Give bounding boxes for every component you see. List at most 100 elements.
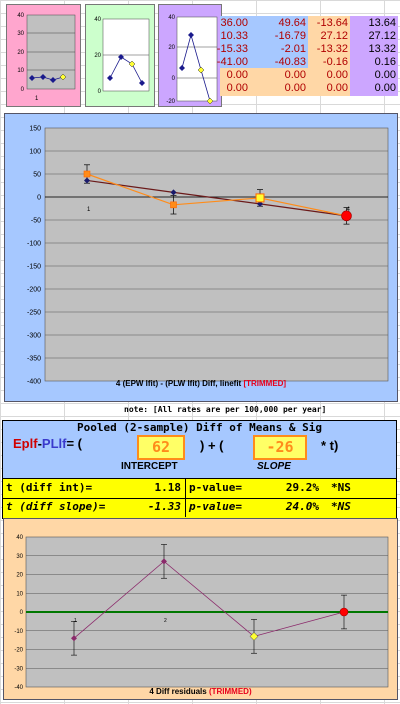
mini2-ytick: 20: [94, 53, 101, 59]
table-cell: 0.00: [284, 82, 306, 94]
stats-p: 29.2%: [285, 481, 319, 494]
mini1-ytick: 20: [17, 50, 24, 56]
table-cell: 0.00: [226, 69, 248, 81]
mini2-ytick: 40: [94, 17, 101, 23]
table-cell: 27.12: [368, 30, 396, 42]
table-cell: -2.01: [280, 43, 306, 55]
y-tick-label: 10: [16, 591, 23, 597]
mini-chart-2[interactable]: 40 20 0: [85, 4, 155, 107]
point-marker: [84, 177, 90, 184]
mini-chart-1[interactable]: 40 30 20 10 0 1: [6, 4, 81, 107]
y-tick-label: 30: [16, 554, 23, 560]
mini1-ytick: 30: [17, 31, 24, 37]
residual-chart-title: 4 Diff residuals (TRIMMED): [149, 687, 252, 696]
table-cell: -15.33: [216, 43, 248, 55]
intercept-value: 62: [137, 435, 185, 460]
y-tick-label: -50: [31, 218, 41, 225]
mini3-ytick: 0: [172, 76, 176, 82]
table-cell: 27.12: [320, 30, 348, 42]
y-tick-label: 0: [20, 610, 24, 616]
equation-label: Eplf-PLlf= (: [13, 436, 83, 451]
trimmed-tag: [TRIMMED]: [243, 379, 287, 388]
table-cell: 0.00: [326, 82, 348, 94]
y-tick-label: 100: [29, 149, 41, 156]
table-cell: 0.00: [226, 82, 248, 94]
main-chart-title: 4 (EPW lfit) - (PLW lfit) Diff, linefit …: [115, 379, 287, 388]
stats-row: t (diff slope)= -1.33 p-value= 24.0% *NS: [3, 498, 396, 517]
y-tick-label: -400: [27, 379, 41, 386]
table-cell: -0.16: [322, 56, 348, 68]
mini1-ytick: 10: [17, 68, 24, 74]
mini3-ytick: -20: [166, 99, 175, 105]
x-tick-label: 1: [74, 618, 77, 624]
table-cell: 0.16: [374, 56, 396, 68]
mini3-ytick: 40: [168, 15, 175, 21]
series-line-1: [86, 179, 347, 217]
point-marker: [249, 632, 259, 641]
y-tick-label: 0: [37, 195, 41, 202]
stats-sig: *NS: [331, 481, 351, 494]
table-cell: 0.00: [374, 82, 396, 94]
point-marker: [170, 189, 177, 196]
pooled-box: Pooled (2-sample) Diff of Means & Sig Ep…: [2, 420, 397, 479]
table-cell: -13.32: [316, 43, 348, 55]
point-marker: [161, 558, 167, 565]
table-cell: 49.64: [278, 17, 306, 29]
stats-row: t (diff int)= 1.18 p-value= 29.2% *NS: [3, 479, 396, 499]
residual-line: [73, 560, 345, 639]
stats-plabel: p-value=: [189, 481, 242, 494]
table-cell: -40.83: [274, 56, 306, 68]
x-tick-label: 1: [87, 207, 91, 213]
stats-plabel: p-value=: [189, 500, 242, 513]
table-cell: -16.79: [274, 30, 306, 42]
point-marker: [83, 170, 91, 178]
stats-box: t (diff int)= 1.18 p-value= 29.2% *NS t (diff…: [2, 478, 397, 519]
stats-label: t (diff int)=: [6, 481, 93, 494]
x-tick-label: 2: [164, 618, 167, 624]
y-tick-label: -40: [14, 685, 23, 691]
point-marker: [255, 193, 265, 203]
stats-label: t (diff slope)=: [6, 500, 106, 513]
table-cell: 0.00: [284, 69, 306, 81]
mini3-ytick: 20: [168, 45, 175, 51]
y-tick-label: 50: [33, 172, 41, 179]
table-cell: 10.33: [220, 30, 248, 42]
y-tick-label: -100: [27, 241, 41, 248]
stats-p: 24.0%: [285, 500, 319, 513]
x-end-label: 4: [347, 207, 351, 213]
residual-chart-panel[interactable]: 1 2 40 30 20 10 0 -10 -20 -30 -40 4 Diff residual…: [3, 518, 398, 700]
mini-chart-3[interactable]: 40 20 0 -20: [158, 4, 222, 107]
y-tick-label: -250: [27, 310, 41, 317]
table-cell: 0.00: [326, 69, 348, 81]
stats-sig: *NS: [331, 500, 351, 513]
rates-note: note: [All rates are per 100,000 per yea…: [124, 405, 327, 414]
main-chart: 1 4 150 100 50 0 -50 -100 -150 -200 -250 -300 -350 -…: [27, 126, 389, 386]
table-cell: 0.00: [374, 69, 396, 81]
y-tick-label: -150: [27, 264, 41, 271]
point-marker: [170, 201, 177, 209]
mini1-xtick: 1: [35, 96, 39, 102]
y-tick-label: -30: [14, 666, 23, 672]
trimmed-tag: (TRIMMED): [208, 687, 252, 696]
point-marker: [71, 635, 77, 642]
table-cell: 13.32: [368, 43, 396, 55]
intercept-label: INTERCEPT: [121, 461, 178, 472]
y-tick-label: 20: [16, 573, 23, 579]
point-marker: [341, 210, 352, 222]
values-table: 36.00 49.64 -13.64 13.64 10.33 -16.79 27.12 27.…: [217, 16, 398, 96]
stats-t: 1.18: [154, 481, 182, 494]
y-tick-label: 150: [29, 126, 41, 133]
point-marker: [257, 200, 263, 207]
y-tick-label: -20: [14, 648, 23, 654]
table-cell: -13.64: [316, 17, 348, 29]
y-tick-label: 40: [16, 535, 23, 541]
slope-label: SLOPE: [257, 461, 291, 472]
table-cell: 13.64: [368, 17, 396, 29]
time-label: * t): [321, 438, 339, 453]
plus-label: ) + (: [200, 438, 224, 453]
y-tick-label: -300: [27, 333, 41, 340]
main-chart-panel[interactable]: 1 4 150 100 50 0 -50 -100 -150 -200 -250 -300 -350 -…: [4, 113, 398, 402]
slope-value: -26: [253, 435, 307, 460]
point-marker: [339, 607, 349, 617]
y-tick-label: -10: [14, 629, 23, 635]
